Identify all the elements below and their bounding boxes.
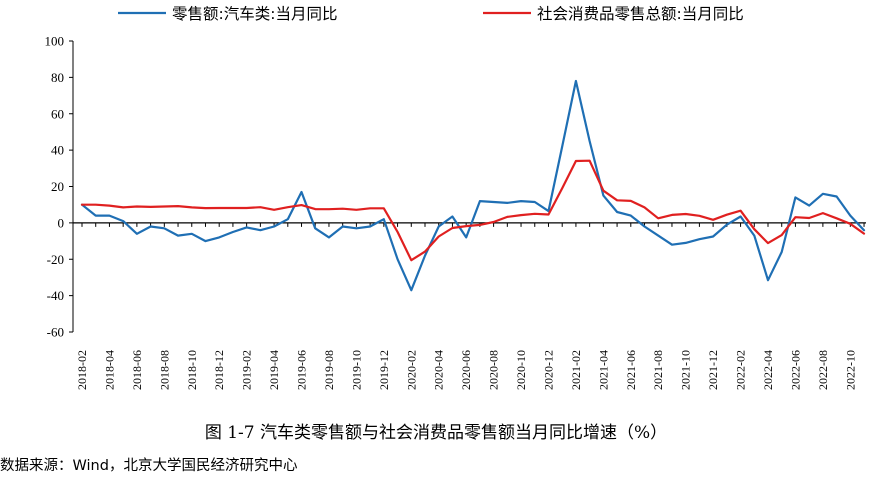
x-tick-label: 2021-06 (624, 350, 638, 390)
y-tick-label: -40 (47, 288, 64, 303)
y-tick-label: -60 (47, 325, 64, 340)
x-tick-label: 2018-06 (130, 350, 144, 390)
x-tick-label: 2020-10 (514, 350, 528, 390)
x-tick-label: 2018-12 (212, 350, 226, 390)
x-tick-label: 2019-04 (267, 350, 281, 390)
y-tick-label: 0 (58, 215, 65, 230)
y-tick-label: 20 (51, 179, 64, 194)
x-tick-label: 2020-06 (459, 350, 473, 390)
x-tick-label: 2020-02 (404, 350, 418, 390)
x-tick-label: 2018-02 (75, 350, 89, 390)
x-tick-label: 2021-10 (679, 350, 693, 390)
series-line-auto (80, 79, 866, 292)
series-lines (80, 79, 866, 292)
axes (72, 41, 866, 332)
x-tick-label: 2021-12 (706, 350, 720, 390)
x-tick-label: 2022-04 (761, 350, 775, 390)
x-tick-label: 2019-10 (349, 350, 363, 390)
x-tick-label: 2018-04 (102, 350, 116, 390)
legend-label-retail: 社会消费品零售总额:当月同比 (537, 5, 744, 23)
legend: 零售额:汽车类:当月同比 社会消费品零售总额:当月同比 (118, 5, 744, 23)
x-tick-label: 2018-08 (157, 350, 171, 390)
x-tick-label: 2021-04 (596, 350, 610, 390)
x-tick-label: 2022-08 (816, 350, 830, 390)
x-tick-label: 2021-02 (569, 350, 583, 390)
x-tick-label: 2020-04 (432, 350, 446, 390)
legend-label-auto: 零售额:汽车类:当月同比 (172, 5, 337, 23)
x-tick-label: 2018-10 (185, 350, 199, 390)
x-tick-label: 2019-08 (322, 350, 336, 390)
x-tick-label: 2019-02 (240, 350, 254, 390)
y-tick-label: 80 (51, 70, 64, 85)
x-axis-ticks: 2018-02 2018-04 2018-06 2018-08 2018-10 2018-… (75, 222, 865, 390)
x-tick-label: 2019-12 (377, 350, 391, 390)
x-tick-label: 2020-08 (487, 350, 501, 390)
x-tick-label: 2022-10 (843, 350, 857, 390)
y-tick-label: -20 (47, 252, 64, 267)
x-tick-label: 2022-02 (734, 350, 748, 390)
y-tick-label: 60 (51, 106, 64, 121)
x-tick-label: 2021-08 (651, 350, 665, 390)
x-tick-label: 2019-06 (295, 350, 309, 390)
y-axis-ticks: 100 80 60 40 20 0 -20 -40 -60 (45, 34, 73, 340)
series-line-retail (80, 159, 866, 262)
x-tick-label: 2020-12 (541, 350, 555, 390)
line-chart: 零售额:汽车类:当月同比 社会消费品零售总额:当月同比 100 80 60 40 20 0… (45, 5, 866, 390)
y-tick-label: 40 (51, 143, 64, 158)
x-tick-label: 2022-06 (788, 350, 802, 390)
figure-caption: 图 1-7 汽车类零售额与社会消费品零售额当月同比增速（%） (204, 423, 668, 443)
source-note: 数据来源：Wind，北京大学国民经济研究中心 (0, 458, 298, 474)
y-tick-label: 100 (45, 34, 65, 49)
